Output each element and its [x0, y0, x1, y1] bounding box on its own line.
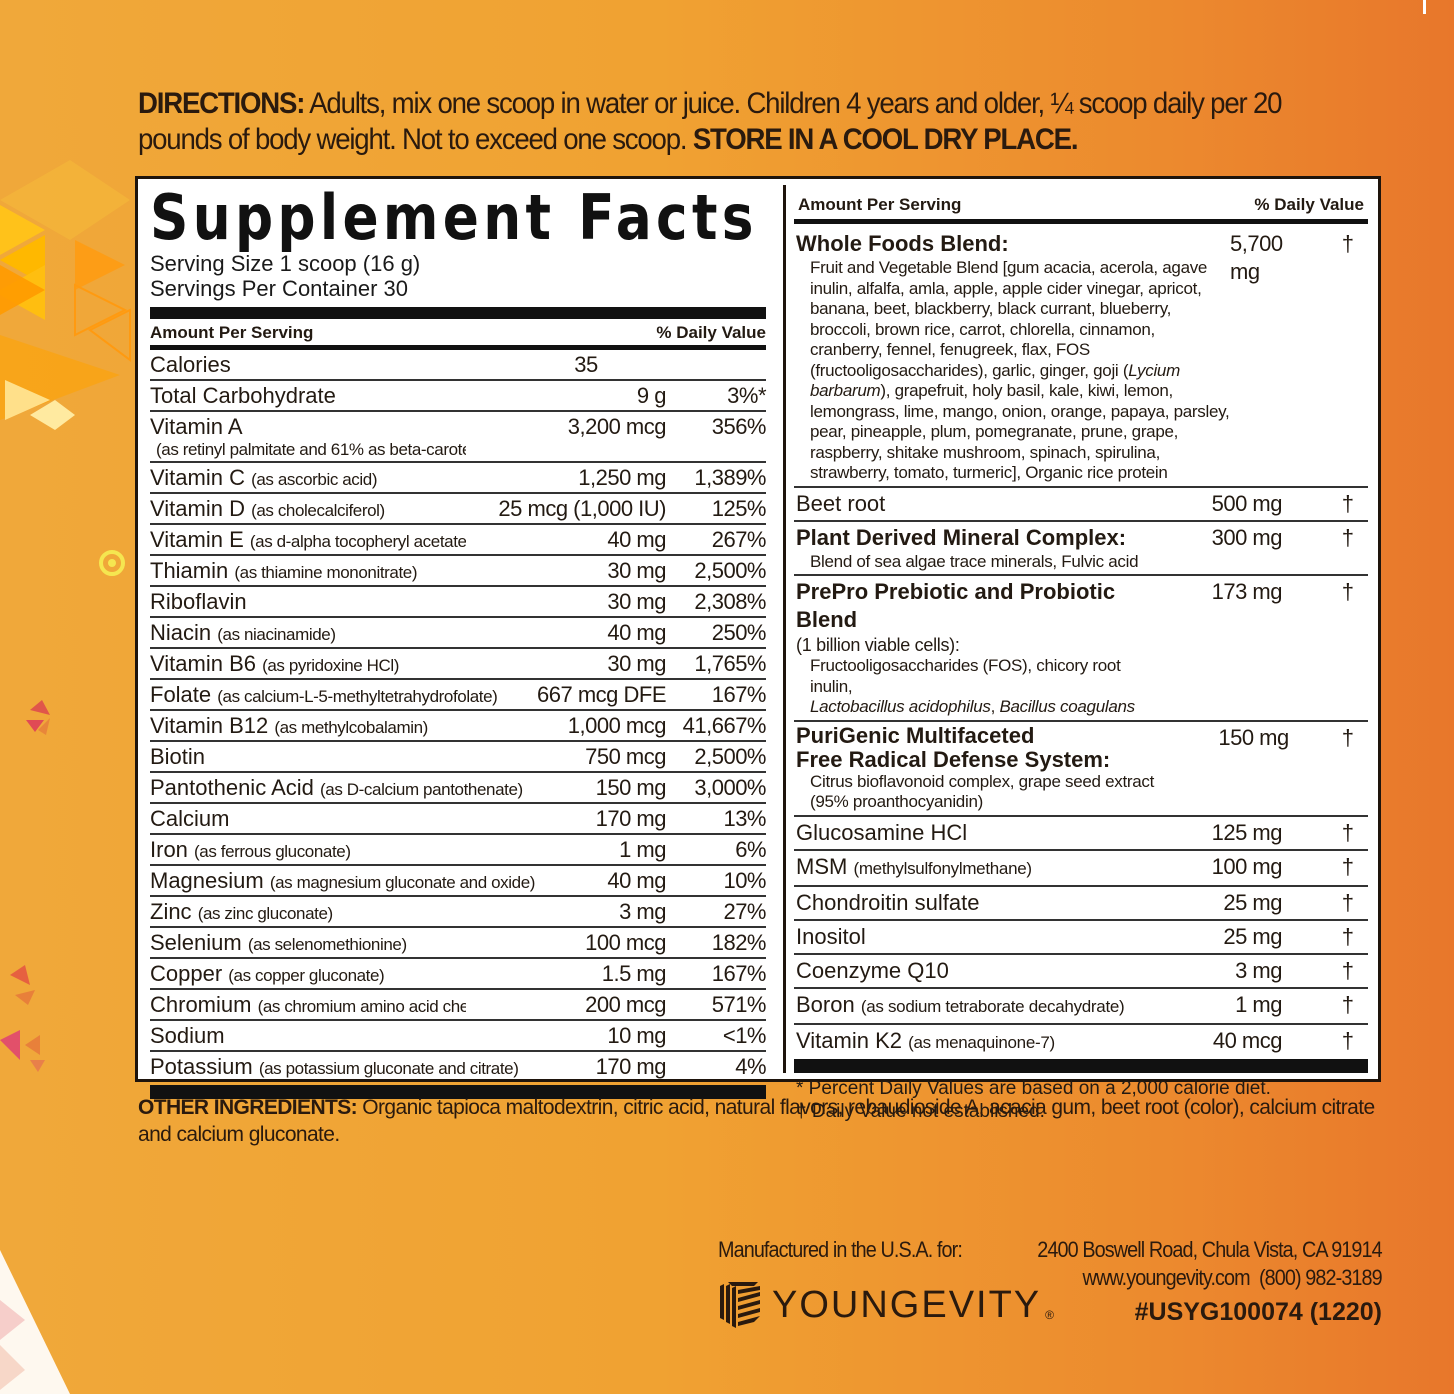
divider-bar [150, 307, 766, 319]
nutrient-row-biotin: Biotin 750 mcg 2,500% [150, 742, 767, 773]
divider-bar [794, 1058, 1368, 1073]
divider-bar [150, 345, 766, 350]
nutrient-row-iron: Iron (as ferrous gluconate) 1 mg 6% [150, 835, 767, 866]
table-header: Amount Per Serving % Daily Value [150, 319, 766, 345]
manufacturer-contact: 2400 Boswell Road, Chula Vista, CA 91914… [999, 1236, 1383, 1326]
ingredient-row-beet-root: Beet root 500 mg † [794, 488, 1368, 522]
supplement-facts-title: Supplement Facts [150, 181, 758, 254]
other-ingredients: OTHER INGREDIENTS: Organic tapioca malto… [138, 1094, 1388, 1148]
manufactured-in-text: Manufactured in the U.S.A. for: [718, 1237, 963, 1262]
nutrient-row-calcium: Calcium 170 mg 13% [150, 804, 767, 835]
nutrient-row-riboflavin: Riboflavin 30 mg 2,308% [150, 587, 767, 618]
ingredient-row-glucosamine: Glucosamine HCl 125 mg † [794, 817, 1368, 851]
nutrient-row-sodium: Sodium 10 mg <1% [150, 1021, 767, 1052]
nutrient-row-selenium: Selenium (as selenomethionine) 100 mcg 1… [150, 928, 767, 959]
divider-bar [794, 219, 1368, 224]
nutrient-row-vitamin-b12: Vitamin B12 (as methylcobalamin) 1,000 m… [150, 711, 767, 742]
ingredient-row-prepro-blend: PrePro Prebiotic and Probiotic Blend (1 … [794, 576, 1368, 722]
servings-per-container: Servings Per Container 30 [150, 276, 409, 301]
supplement-facts-panel: Supplement Facts Serving Size 1 scoop (1… [135, 176, 1381, 1122]
ingredient-row-plant-derived-mineral-complex: Plant Derived Mineral Complex: Blend of … [794, 522, 1368, 576]
divider-bar [150, 1085, 766, 1099]
header-daily-value: % Daily Value [656, 323, 766, 342]
footnote-daily-values: * Percent Daily Values are based on a 2,… [796, 1077, 1271, 1099]
address: 2400 Boswell Road, Chula Vista, CA 91914 [1037, 1237, 1383, 1262]
nutrient-row-potassium: Potassium (as potassium gluconate and ci… [150, 1054, 767, 1079]
nutrient-row-zinc: Zinc (as zinc gluconate) 3 mg 27% [150, 897, 767, 928]
nutrient-row-chromium: Chromium (as chromium amino acid chelate… [150, 990, 767, 1021]
ingredient-row-vitamin-k2: Vitamin K2 (as menaquinone-7) 40 mcg † [796, 1027, 1354, 1053]
ingredient-row-coenzyme-q10: Coenzyme Q10 3 mg † [794, 955, 1368, 989]
nutrient-row-total-carbohydrate: Total Carbohydrate 9 g 3%* [150, 381, 767, 412]
directions-label: DIRECTIONS: [138, 87, 305, 120]
brand-name: YOUNGEVITY [772, 1283, 1042, 1326]
other-ingredients-label: OTHER INGREDIENTS: [138, 1096, 358, 1119]
nutrient-row-vitamin-b6: Vitamin B6 (as pyridoxine HCl) 30 mg 1,7… [150, 649, 767, 680]
footnotes: * Percent Daily Values are based on a 2,… [794, 1073, 1368, 1127]
header-amount-per-serving: Amount Per Serving [150, 323, 314, 342]
nutrient-row-thiamin: Thiamin (as thiamine mononitrate) 30 mg … [150, 556, 767, 587]
ingredient-row-whole-foods-blend: Whole Foods Blend: Fruit and Vegetable B… [794, 224, 1368, 488]
edge-mark [1423, 0, 1426, 14]
nutrient-row-calories: Calories 35 [150, 350, 766, 381]
website-phone: www.youngevity.com (800) 982-3189 [1082, 1265, 1383, 1290]
nutrient-row-vitamin-c: Vitamin C (as ascorbic acid) 1,250 mg 1,… [150, 463, 767, 494]
supplement-facts-left-column: Supplement Facts Serving Size 1 scoop (1… [150, 181, 767, 1099]
product-code: #USYG100074 (1220) [1134, 1298, 1382, 1326]
nutrient-row-niacin: Niacin (as niacinamide) 40 mg 250% [150, 618, 767, 649]
youngevity-logo: YOUNGEVITY ® [718, 1282, 1054, 1328]
ingredient-row-boron: Boron (as sodium tetraborate decahydrate… [794, 989, 1368, 1025]
table-header: Amount Per Serving % Daily Value [794, 185, 1368, 219]
header-amount-per-serving: Amount Per Serving [798, 195, 962, 214]
registered-mark: ® [1045, 1308, 1054, 1322]
header-daily-value: % Daily Value [1254, 195, 1364, 214]
youngevity-logo-icon [720, 1282, 760, 1328]
ingredient-row-chondroitin: Chondroitin sulfate 25 mg † [794, 887, 1368, 921]
ingredient-row-purigenic: PuriGenic Multifaceted Free Radical Defe… [794, 722, 1368, 817]
nutrient-row-magnesium: Magnesium (as magnesium gluconate and ox… [150, 866, 767, 897]
column-divider [783, 185, 786, 1073]
nutrient-row-vitamin-e: Vitamin E (as d-alpha tocopheryl acetate… [150, 525, 767, 556]
ingredient-row-msm: MSM (methylsulfonylmethane) 100 mg † [794, 851, 1368, 887]
nutrient-row-folate: Folate (as calcium-L-5-methyltetrahydrof… [150, 680, 767, 711]
nutrient-row-pantothenic-acid: Pantothenic Acid (as D-calcium pantothen… [150, 773, 767, 804]
nutrient-row-vitamin-a: Vitamin A (as retinyl palmitate and 61% a… [150, 412, 767, 463]
decorative-triangle-pattern [0, 160, 131, 1394]
other-ingredients-text: Organic tapioca maltodextrin, citric aci… [138, 1096, 1375, 1146]
nutrient-row-copper: Copper (as copper gluconate) 1.5 mg 167% [150, 959, 767, 990]
directions-body: Adults, mix one scoop in water or juice.… [138, 87, 1282, 156]
directions-text: DIRECTIONS: Adults, mix one scoop in wat… [138, 86, 1371, 158]
supplement-facts-right-column: Amount Per Serving % Daily Value Whole F… [794, 185, 1368, 1127]
footnote-not-established: † Daily Value not established. [796, 1100, 1045, 1122]
serving-size: Serving Size 1 scoop (16 g) [150, 251, 421, 276]
ingredient-row-inositol: Inositol 25 mg † [794, 921, 1368, 955]
nutrient-row-vitamin-d: Vitamin D (as cholecalciferol) 25 mcg (1… [150, 494, 767, 525]
storage-note: STORE IN A COOL DRY PLACE. [692, 123, 1079, 156]
